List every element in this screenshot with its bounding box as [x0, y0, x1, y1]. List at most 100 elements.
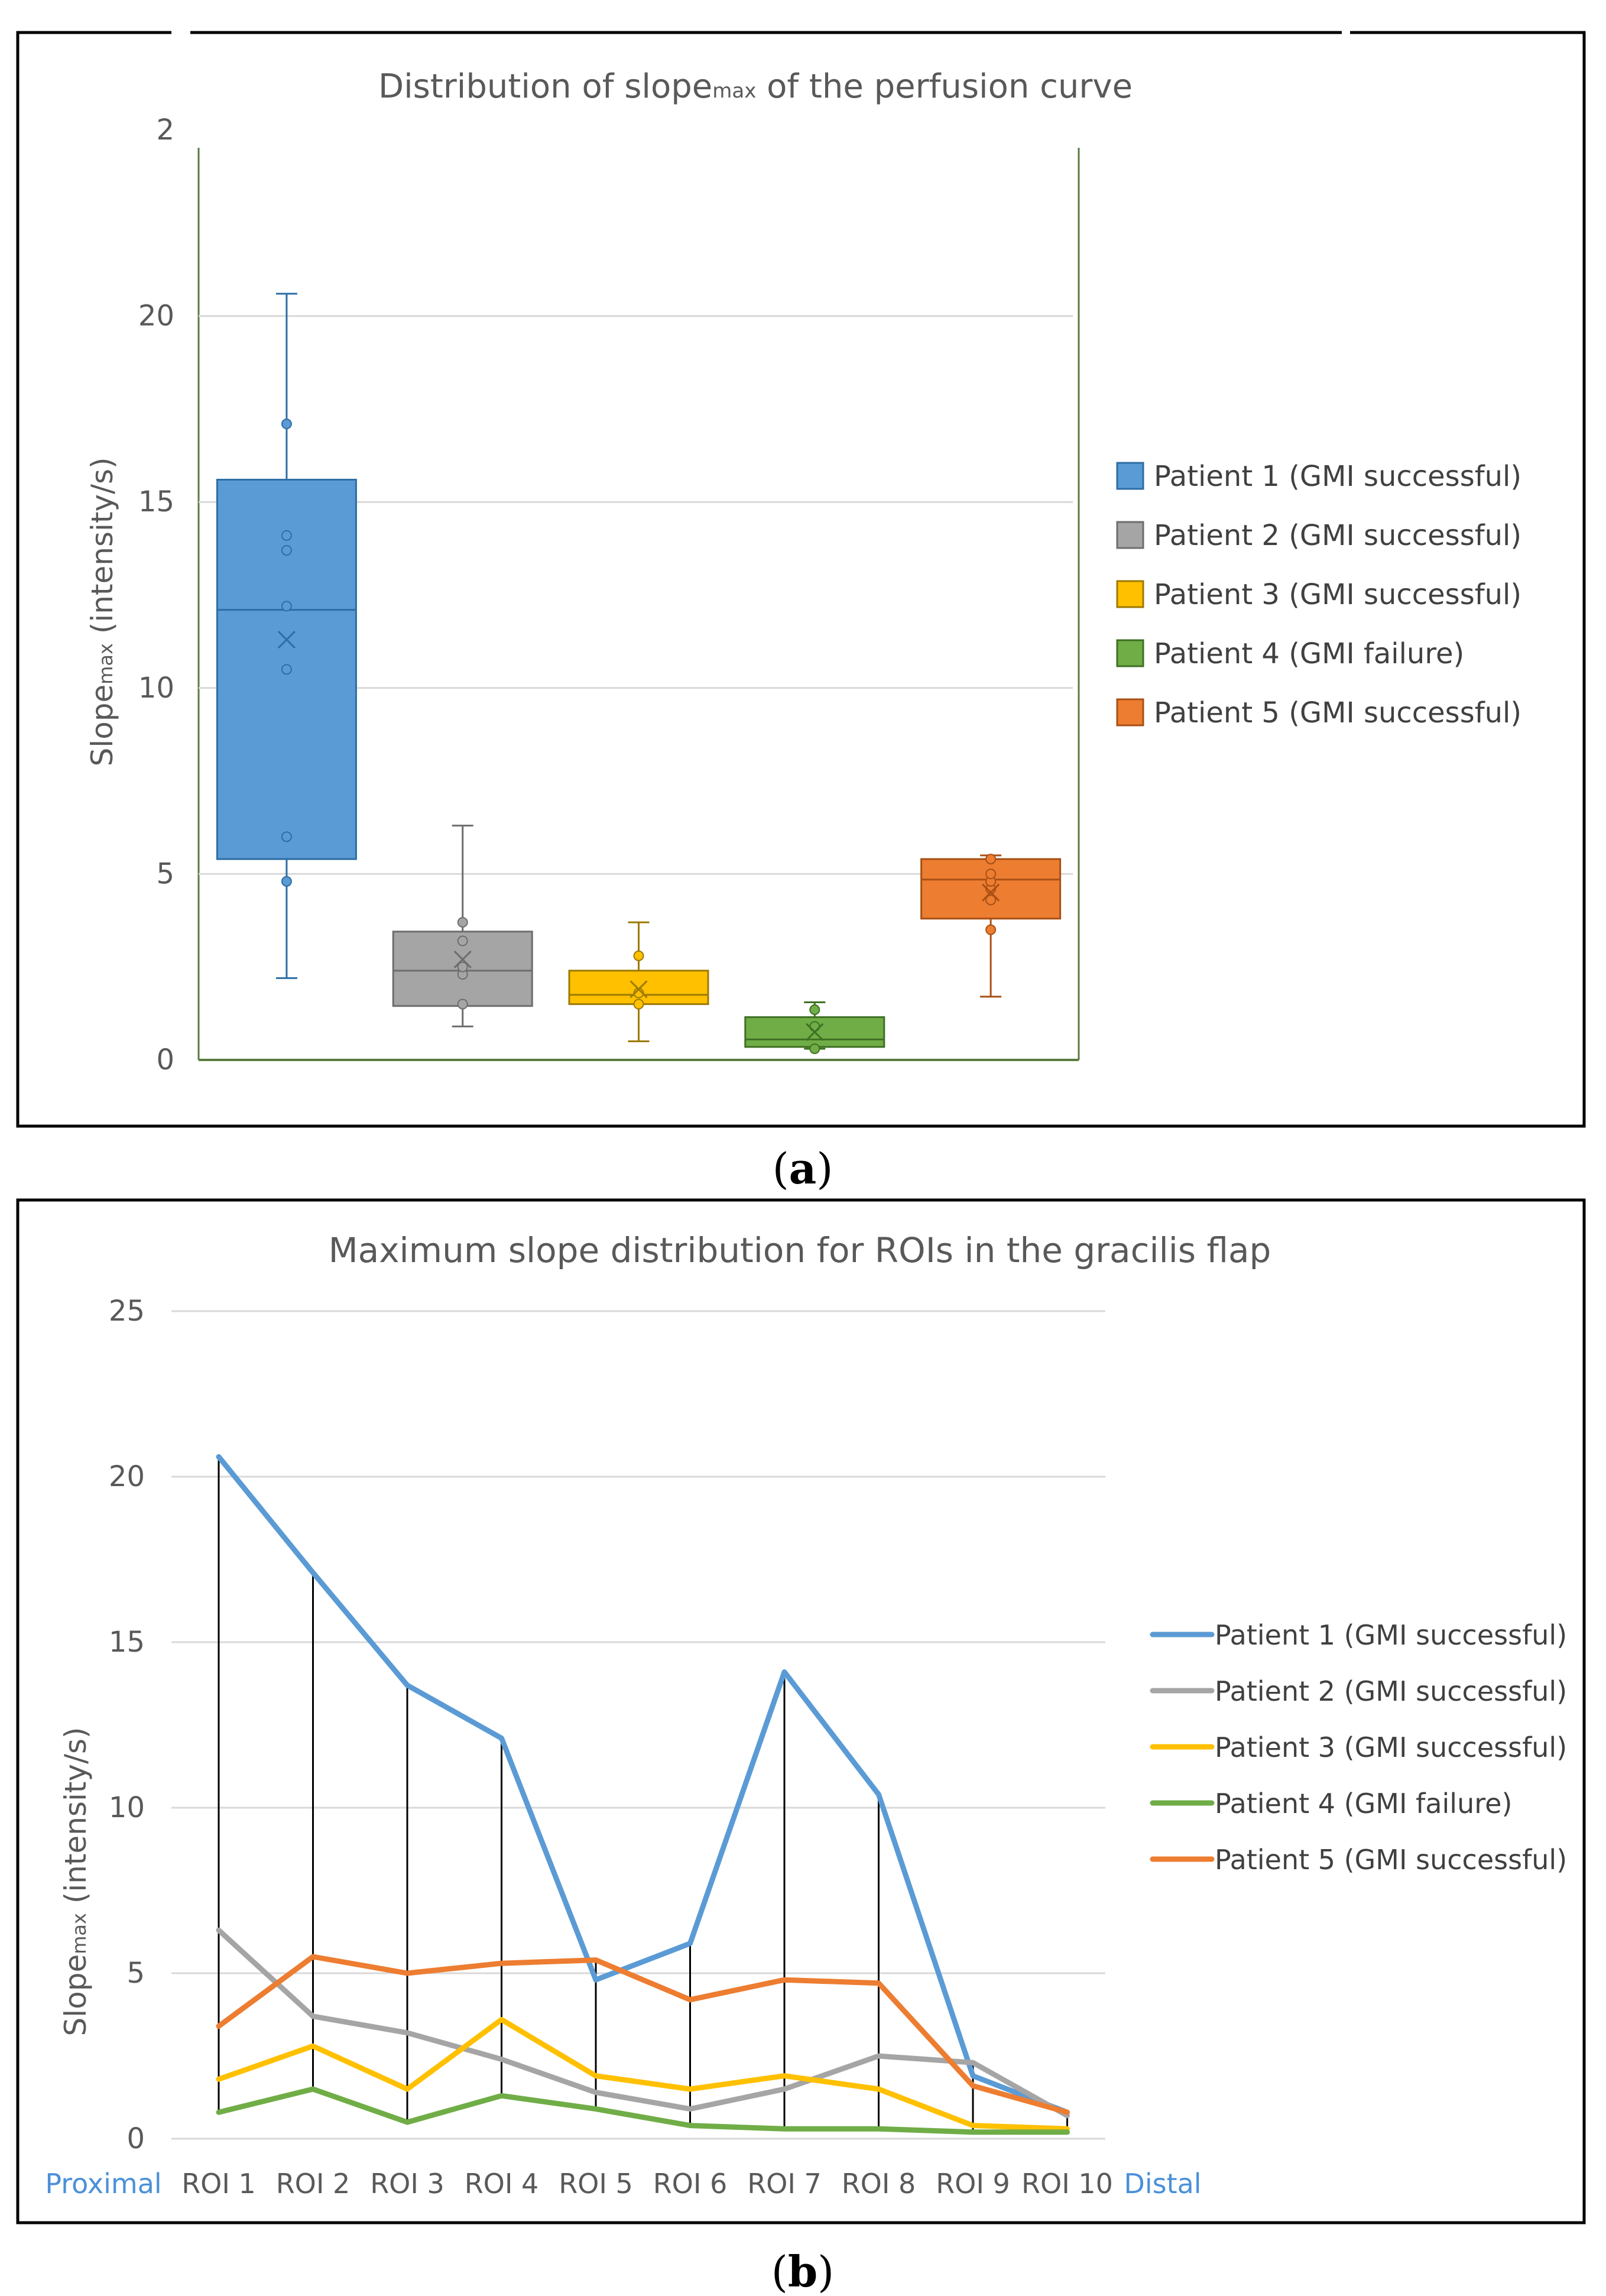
y-tick-label: 10: [138, 672, 174, 705]
x-tick-label: ROI 3: [370, 2168, 445, 2200]
x-tick-label: ROI 4: [465, 2168, 539, 2200]
series-line: [216, 2086, 1070, 2135]
legend-label: Patient 1 (GMI successful): [1154, 460, 1521, 493]
panel-a-frame-gap-right: [1342, 27, 1350, 38]
data-point: [457, 917, 468, 928]
x-tick-label: ROI 8: [842, 2168, 916, 2200]
legend-label: Patient 5 (GMI successful): [1215, 1844, 1567, 1876]
panel-a-y-axis-label: Slopemax (intensity/s): [85, 457, 119, 766]
data-point: [985, 924, 997, 935]
panel-b-y-axis-label: Slopemax (intensity/s): [59, 1727, 93, 2036]
mean-marker: [630, 980, 648, 998]
panel-a-label: (a): [773, 1143, 833, 1194]
panel-a-boxes: [216, 293, 1062, 1055]
legend-swatch: [1116, 698, 1144, 727]
y-tick-label: 25: [109, 1295, 145, 1328]
y-tick-label: 15: [138, 485, 174, 518]
data-point: [281, 419, 292, 430]
series-line: [216, 2016, 1070, 2132]
legend-label: Patient 3 (GMI successful): [1215, 1731, 1567, 1763]
data-point: [281, 601, 292, 612]
data-point: [281, 544, 292, 556]
panel-a: Distribution of slopemax of the perfusio…: [16, 27, 1586, 1194]
legend-label: Patient 2 (GMI successful): [1215, 1675, 1567, 1707]
legend-label: Patient 2 (GMI successful): [1154, 519, 1521, 552]
panel-b-proximal-label: Proximal: [45, 2168, 161, 2200]
legend-label: Patient 4 (GMI failure): [1154, 637, 1464, 670]
data-point: [985, 854, 997, 865]
data-point: [281, 664, 292, 675]
legend-swatch: [1116, 462, 1144, 490]
legend-swatch: [1116, 580, 1144, 608]
data-point: [281, 875, 292, 887]
series-line: [216, 1454, 1070, 2115]
panel-b-distal-label: Distal: [1124, 2168, 1201, 2200]
legend-item: Patient 4 (GMI failure): [1150, 1788, 1512, 1820]
panel-a-frame-gap-left: [171, 27, 190, 38]
x-tick-label: ROI 5: [559, 2168, 633, 2200]
box-series: [920, 854, 1062, 998]
y-tick-label: 15: [109, 1626, 145, 1659]
mean-marker: [806, 1023, 824, 1041]
x-tick-label: ROI 10: [1021, 2168, 1113, 2200]
panel-b-lines: [216, 1454, 1070, 2135]
x-tick-label: ROI 1: [181, 2168, 256, 2200]
data-point: [985, 894, 997, 906]
mean-marker: [982, 883, 1000, 901]
series-line: [216, 1927, 1070, 2119]
y-tick-label: 20: [138, 300, 174, 333]
legend-label: Patient 3 (GMI successful): [1154, 578, 1521, 611]
legend-item: Patient 3 (GMI successful): [1116, 578, 1521, 611]
y-tick-label: 20: [109, 1460, 145, 1493]
panel-b-frame: [16, 1198, 1586, 2224]
data-point: [809, 1043, 820, 1055]
legend-label: Patient 5 (GMI successful): [1154, 696, 1521, 729]
box: [568, 969, 709, 1006]
data-point: [633, 950, 644, 961]
panel-b-x-ticks: ROI 1 ROI 2 ROI 3 ROI 4 ROI 5 ROI 6 ROI 7 ROI 8…: [181, 2168, 1113, 2200]
mean-marker: [277, 630, 296, 649]
legend-item: Patient 4 (GMI failure): [1116, 637, 1464, 670]
y-tick-label: 5: [126, 1957, 145, 1990]
legend-item: Patient 5 (GMI successful): [1116, 696, 1521, 729]
x-tick-label: ROI 2: [276, 2168, 351, 2200]
series-line: [216, 1954, 1070, 2115]
data-point: [985, 868, 997, 880]
x-tick-label: ROI 9: [936, 2168, 1010, 2200]
box-series: [216, 293, 357, 980]
panel-b-drop-lines: [218, 1457, 1068, 2132]
x-tick-label: ROI 7: [747, 2168, 822, 2200]
data-point: [281, 530, 292, 541]
legend-item: Patient 5 (GMI successful): [1150, 1844, 1567, 1876]
legend-item: Patient 1 (GMI successful): [1116, 460, 1521, 493]
panel-b-gridlines: [171, 1310, 1105, 2140]
data-point: [457, 935, 468, 946]
legend-item: Patient 1 (GMI successful): [1150, 1619, 1567, 1651]
panel-b-title: Maximum slope distribution for ROIs in t…: [329, 1230, 1271, 1270]
data-point: [633, 998, 644, 1010]
box-series: [392, 825, 533, 1027]
data-point: [457, 961, 468, 972]
mean-marker: [453, 951, 472, 969]
x-tick-label: ROI 6: [653, 2168, 728, 2200]
panel-a-title: Distribution of slopemax of the perfusio…: [378, 67, 1133, 106]
data-point: [809, 1004, 820, 1016]
y-tick-label: 5: [156, 857, 174, 890]
legend-item: Patient 2 (GMI successful): [1150, 1675, 1567, 1707]
legend-item: Patient 3 (GMI successful): [1150, 1731, 1567, 1763]
legend-item: Patient 2 (GMI successful): [1116, 519, 1521, 552]
data-point: [281, 831, 292, 842]
data-point: [457, 998, 468, 1010]
panel-b: Maximum slope distribution for ROIs in t…: [16, 1198, 1586, 2296]
box-series: [568, 921, 709, 1043]
panel-a-y-ticks: 0 5 10 15 20 2: [138, 113, 174, 1076]
y-tick-label: 0: [156, 1043, 174, 1076]
y-tick-label: 10: [109, 1791, 145, 1824]
legend-swatch: [1116, 521, 1144, 549]
panel-b-y-ticks: 0 5 10 15 20 25: [109, 1295, 145, 2155]
legend-swatch: [1116, 639, 1144, 667]
y-tick-label: 2: [156, 113, 174, 147]
y-tick-label: 0: [126, 2122, 145, 2155]
panel-b-label: (b): [771, 2246, 835, 2296]
